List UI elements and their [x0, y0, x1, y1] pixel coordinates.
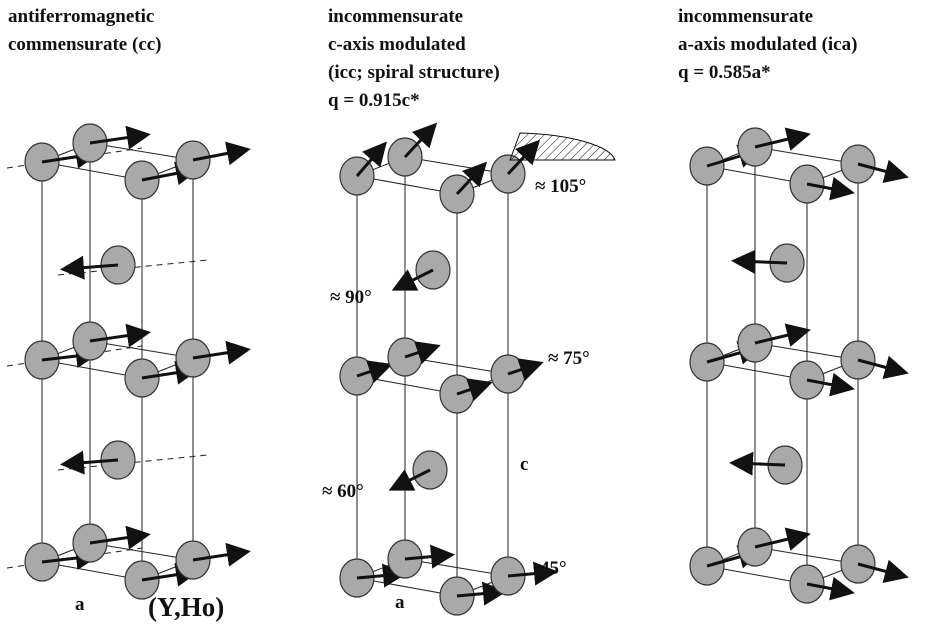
- angle-label: ≈ 105°: [535, 176, 586, 197]
- angle-label: ≈ 60°: [322, 481, 364, 502]
- title-line: c-axis modulated: [328, 34, 466, 55]
- angle-label: ≈ 75°: [548, 348, 590, 369]
- title-line: a-axis modulated (ica): [678, 34, 857, 55]
- angle-wedge: [510, 133, 615, 160]
- angle-label: ≈ 90°: [330, 287, 372, 308]
- spin-arrow: [737, 261, 787, 263]
- angle-label: 45°: [540, 558, 567, 579]
- spin-arrow: [735, 463, 785, 465]
- figure: antiferromagnetic commensurate (cc) a (Y…: [0, 0, 934, 630]
- axis-label: a: [395, 592, 405, 613]
- title-line: q = 0.585a*: [678, 62, 771, 83]
- title-line: incommensurate: [328, 6, 463, 27]
- axis-label: a: [75, 594, 85, 615]
- axis-label: c: [520, 454, 528, 475]
- title-line: q = 0.915c*: [328, 90, 420, 111]
- title-line: commensurate (cc): [8, 34, 162, 55]
- compound-label: (Y,Ho): [148, 592, 224, 622]
- title-line: (icc; spiral structure): [328, 62, 500, 83]
- title-line: incommensurate: [678, 6, 813, 27]
- title-line: antiferromagnetic: [8, 6, 154, 27]
